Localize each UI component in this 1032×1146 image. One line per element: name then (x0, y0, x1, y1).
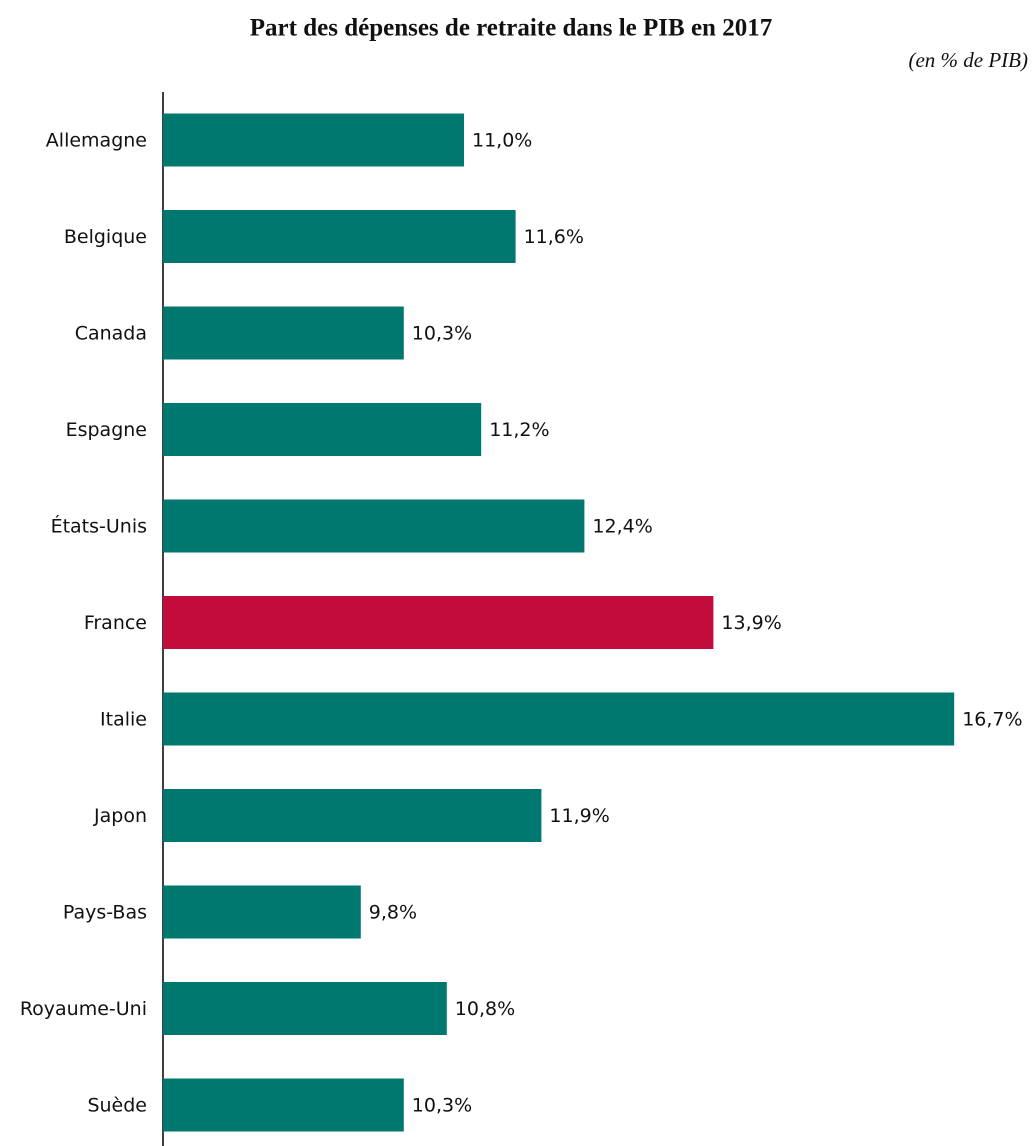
value-label: 10,3% (412, 323, 472, 345)
chart-title: Part des dépenses de retraite dans le PI… (250, 15, 772, 42)
y-tick-label: France (84, 612, 147, 634)
y-tick-label: États-Unis (51, 515, 147, 538)
bar (163, 1078, 404, 1132)
bar (163, 789, 542, 842)
y-tick-label: Japon (93, 805, 147, 827)
y-tick-label: Suède (87, 1095, 147, 1117)
bar (163, 210, 516, 263)
bar (163, 403, 482, 456)
y-tick-label: Belgique (64, 226, 147, 248)
bar (163, 306, 404, 360)
value-label: 11,6% (524, 226, 584, 248)
chart-subtitle: (en % de PIB) (908, 48, 1028, 72)
value-label: 13,9% (721, 612, 781, 634)
value-label: 9,8% (369, 902, 417, 924)
bar (163, 499, 585, 553)
y-tick-label: Espagne (66, 419, 147, 441)
value-label: 11,2% (489, 419, 549, 441)
bar (163, 885, 361, 939)
value-label: 10,8% (455, 998, 515, 1020)
bar (163, 692, 955, 746)
y-tick-label: Italie (100, 709, 147, 731)
value-label: 16,7% (962, 709, 1022, 731)
bar (163, 113, 464, 167)
bar (163, 596, 714, 649)
bar (163, 982, 447, 1035)
value-label: 10,3% (412, 1095, 472, 1117)
y-tick-label: Canada (75, 323, 147, 345)
value-label: 12,4% (592, 516, 652, 538)
y-tick-label: Pays-Bas (63, 902, 147, 924)
value-label: 11,0% (472, 130, 532, 152)
y-tick-label: Royaume-Uni (20, 998, 147, 1020)
y-tick-label: Allemagne (46, 130, 147, 152)
value-label: 11,9% (549, 805, 609, 827)
